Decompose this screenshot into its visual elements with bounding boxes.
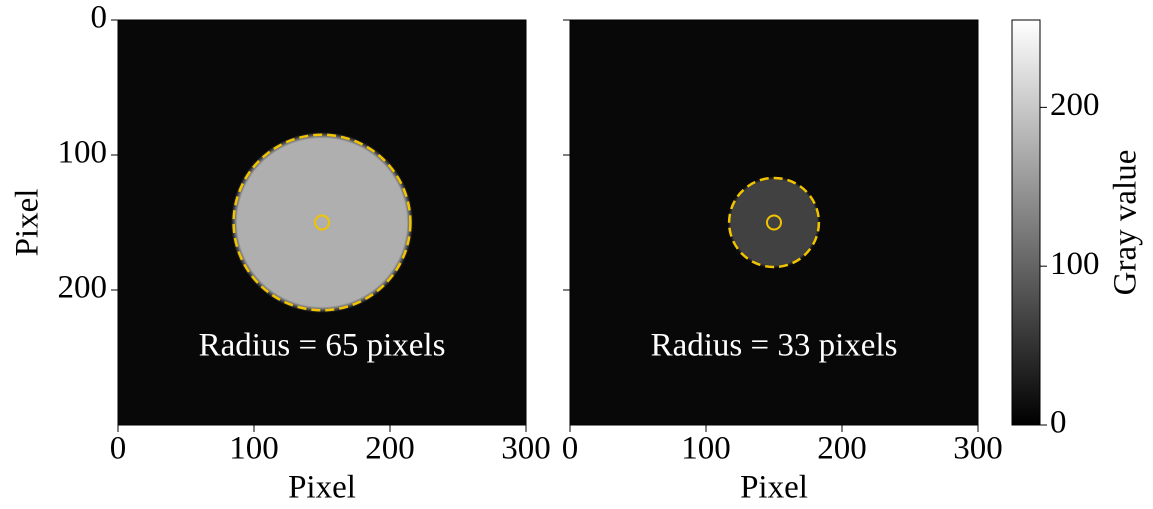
x-tick-label: 300	[501, 431, 551, 467]
colorbar-tick-label: 100	[1050, 246, 1100, 282]
x-axis-label: Pixel	[288, 470, 356, 506]
colorbar-tick-label: 200	[1050, 87, 1100, 123]
y-tick-label: 0	[91, 0, 108, 36]
x-tick-label: 200	[817, 431, 867, 467]
annotation: Radius = 65 pixels	[199, 328, 446, 364]
y-tick-label: 200	[58, 270, 108, 306]
x-axis-label: Pixel	[740, 470, 808, 506]
x-tick-label: 200	[365, 431, 415, 467]
y-axis-label: Pixel	[10, 189, 46, 257]
x-tick-label: 0	[562, 431, 579, 467]
colorbar-label: Gray value	[1108, 150, 1144, 296]
y-tick-label: 100	[58, 135, 108, 171]
colorbar	[1012, 20, 1040, 425]
x-tick-label: 300	[953, 431, 1003, 467]
colorbar-tick-label: 0	[1050, 405, 1067, 441]
figure: Radius = 65 pixels01002003000100200Pixel…	[0, 0, 1153, 509]
disk	[231, 132, 413, 313]
x-tick-label: 100	[681, 431, 731, 467]
x-tick-label: 0	[110, 431, 127, 467]
x-tick-label: 100	[229, 431, 279, 467]
annotation: Radius = 33 pixels	[651, 328, 898, 364]
